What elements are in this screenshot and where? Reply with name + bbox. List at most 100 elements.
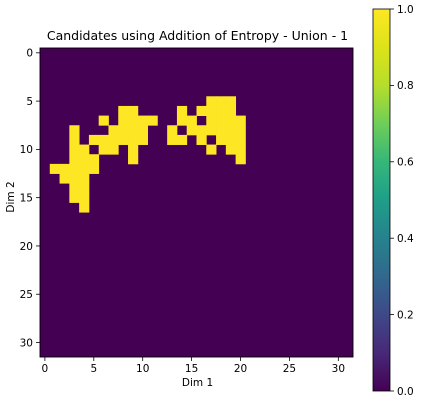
heatmap-cell <box>235 154 246 165</box>
heatmap-cell <box>128 144 139 155</box>
x-axis-ticks: 0 5 10 15 20 25 30 <box>42 357 345 375</box>
heatmap-cell <box>79 173 90 184</box>
heatmap-cell <box>59 173 70 184</box>
colorbar-tick-label: 0.6 <box>397 157 414 169</box>
heatmap-cell <box>69 144 80 155</box>
y-axis-ticks: 0 5 10 15 20 25 30 <box>20 48 40 349</box>
heatmap-cell <box>235 125 246 136</box>
heatmap-cell <box>225 115 237 126</box>
heatmap-cell <box>206 105 217 116</box>
x-tick-label: 0 <box>42 363 49 375</box>
heatmap-cell <box>79 183 90 194</box>
heatmap-cell <box>216 96 227 107</box>
heatmap-cell <box>225 144 237 155</box>
heatmap-cell <box>88 163 100 174</box>
heatmap-cell <box>128 134 139 145</box>
heatmap-cell <box>128 115 139 126</box>
heatmap-cell <box>225 134 237 145</box>
heatmap-cell <box>69 192 80 203</box>
heatmap-cell <box>235 115 246 126</box>
heatmap-cell <box>118 105 129 116</box>
heatmap-cell <box>186 115 197 126</box>
colorbar-tick-label: 1.0 <box>397 4 414 16</box>
heatmap-cell <box>69 183 80 194</box>
heatmap-cell <box>137 134 148 145</box>
colorbar-tick-label: 0.2 <box>397 309 414 321</box>
heatmap-cell <box>108 144 119 155</box>
heatmap-cell <box>186 125 197 136</box>
heatmap-cell <box>225 96 237 107</box>
heatmap-cell <box>216 115 227 126</box>
chart-title: Candidates using Addition of Entropy - U… <box>47 28 348 43</box>
heatmap-cell <box>98 134 109 145</box>
colorbar-gradient <box>372 8 391 392</box>
y-axis-label: Dim 2 <box>5 181 17 212</box>
heatmap-cell <box>206 144 217 155</box>
heatmap-cell <box>69 125 80 136</box>
plot-frame <box>39 47 354 358</box>
x-tick-label: 20 <box>234 363 247 375</box>
x-tick-label: 30 <box>332 363 345 375</box>
heatmap-cell <box>79 154 90 165</box>
heatmap-cell <box>216 134 227 145</box>
heatmap-cell <box>49 163 60 174</box>
heatmap-cell <box>79 163 90 174</box>
heatmap-cell <box>69 154 80 165</box>
x-tick-label: 15 <box>185 363 198 375</box>
heatmap-cell <box>79 192 90 203</box>
heatmap-cell <box>98 144 109 155</box>
heatmap-cell <box>225 105 237 116</box>
x-tick-label: 10 <box>136 363 149 375</box>
y-tick-label: 30 <box>20 337 33 349</box>
y-tick-label: 20 <box>20 241 33 253</box>
y-tick-label: 0 <box>26 48 33 60</box>
heatmap-cell <box>69 163 80 174</box>
heatmap-cell <box>108 125 119 136</box>
heatmap-cell <box>69 173 80 184</box>
heatmap-cell <box>206 125 217 136</box>
heatmap-cell <box>79 144 90 155</box>
heatmap-cell <box>176 115 188 126</box>
heatmap-cell <box>176 105 188 116</box>
heatmap-plot-area <box>39 47 354 358</box>
heatmap-cell <box>118 134 129 145</box>
colorbar-tick-label: 0.4 <box>397 233 414 245</box>
heatmap-cell <box>225 125 237 136</box>
x-axis-label: Dim 1 <box>182 377 213 389</box>
x-tick-label: 25 <box>283 363 296 375</box>
y-tick-label: 25 <box>20 289 33 301</box>
heatmap-background <box>40 48 353 357</box>
colorbar: 0.0 0.2 0.4 0.6 0.8 1.0 <box>372 4 414 398</box>
heatmap-cell <box>59 163 70 174</box>
heatmap-cell <box>118 125 129 136</box>
colorbar-tick-label: 0.0 <box>397 386 414 398</box>
heatmap-cell <box>137 125 148 136</box>
heatmap-cell <box>98 115 109 126</box>
colorbar-tick-label: 0.8 <box>397 80 414 92</box>
heatmap-cell <box>196 125 207 136</box>
heatmap-cell <box>137 115 148 126</box>
heatmap-cell <box>128 125 139 136</box>
x-tick-label: 5 <box>90 363 97 375</box>
heatmap-cell <box>88 134 100 145</box>
heatmap-cell <box>147 115 158 126</box>
heatmap-cell <box>235 144 246 155</box>
heatmap-cell <box>206 96 217 107</box>
y-tick-label: 15 <box>20 192 33 204</box>
heatmap-cell <box>196 134 207 145</box>
heatmap-cell <box>167 125 178 136</box>
heatmap-cell <box>167 134 178 145</box>
y-tick-label: 5 <box>26 96 33 108</box>
y-tick-label: 10 <box>20 144 33 156</box>
heatmap-cell <box>176 134 188 145</box>
heatmap-cell <box>69 134 80 145</box>
heatmap-cell <box>235 134 246 145</box>
heatmap-cell <box>216 105 227 116</box>
heatmap-cell <box>206 115 217 126</box>
heatmap-cell <box>196 105 207 116</box>
heatmap-cell <box>79 202 90 213</box>
heatmap-cell <box>118 115 129 126</box>
heatmap-cell <box>88 154 100 165</box>
heatmap-cell <box>108 134 119 145</box>
